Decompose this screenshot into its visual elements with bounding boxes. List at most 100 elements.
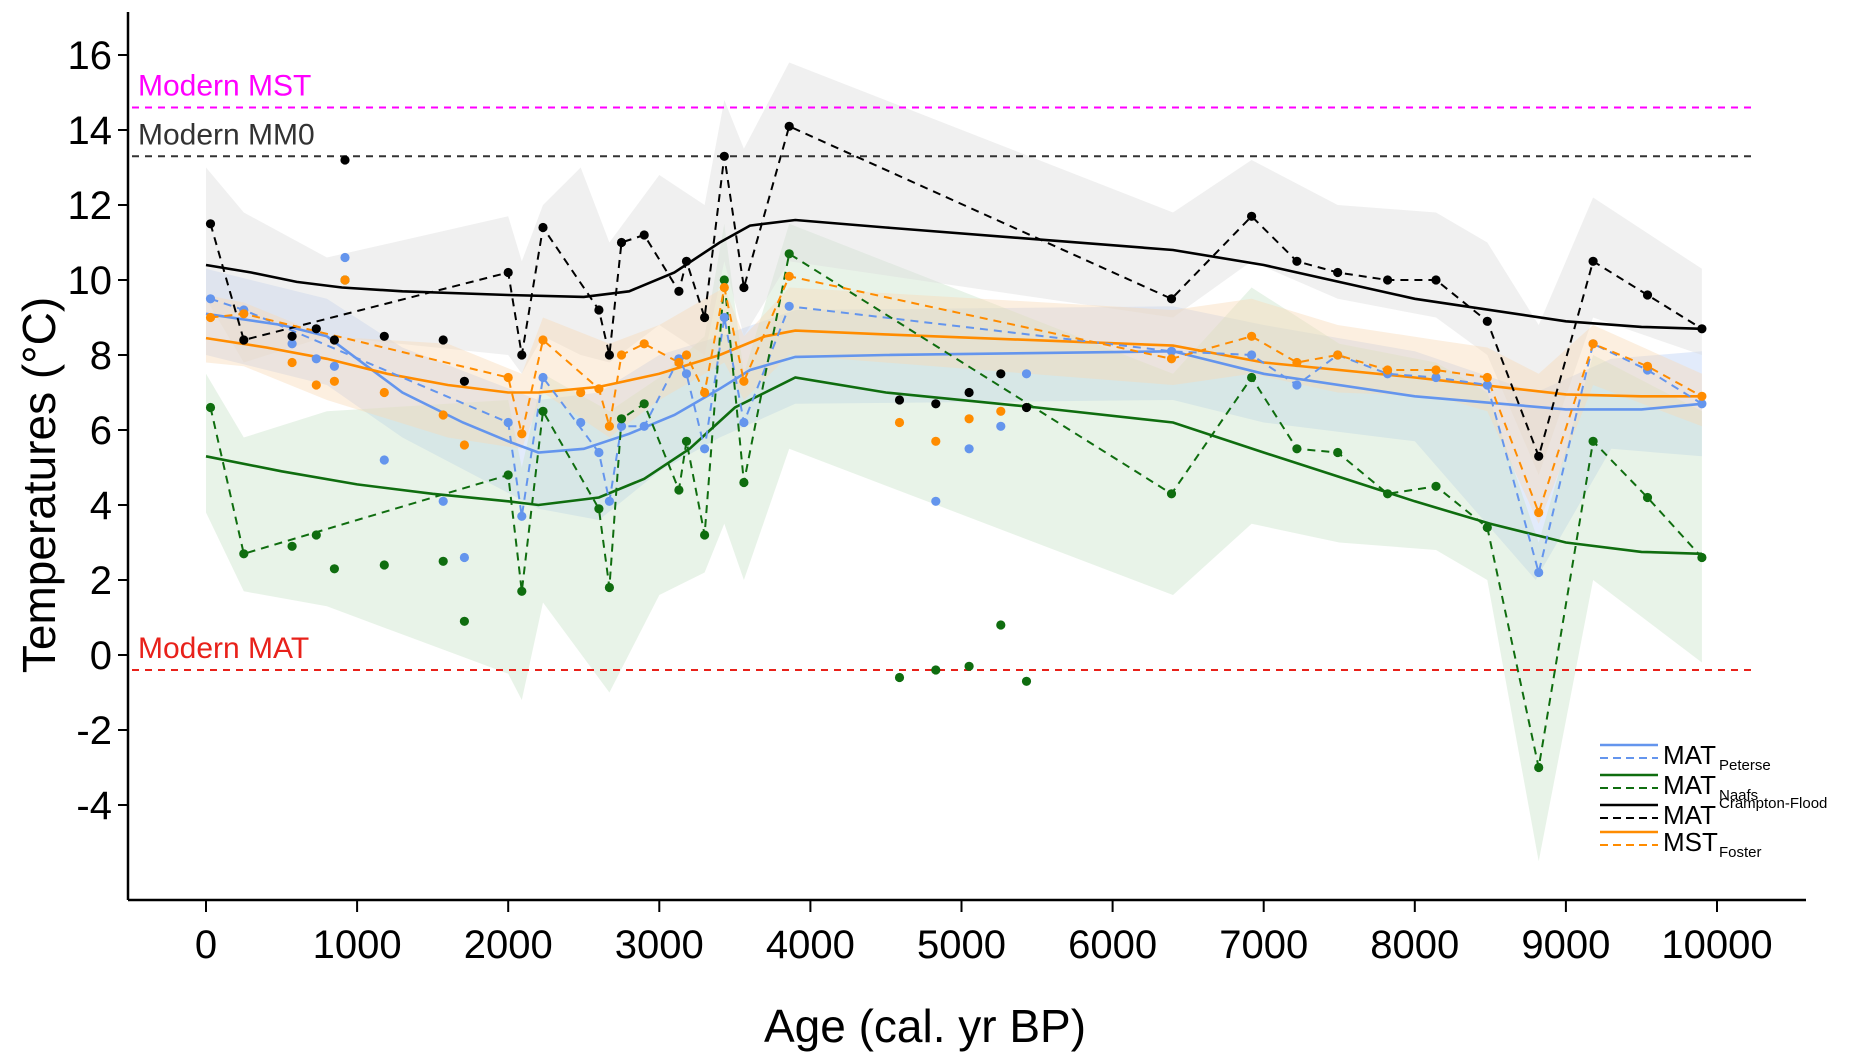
point-peterse: [538, 372, 548, 383]
point-crampton-flood: [311, 324, 321, 334]
point-crampton-flood: [1247, 211, 1257, 221]
point-foster: [996, 406, 1006, 416]
dashed-peterse: [210, 297, 1703, 573]
point-crampton-flood: [594, 305, 604, 315]
point-peterse: [719, 312, 729, 323]
point-naafs: [931, 665, 941, 675]
x-axis-title: Age (cal. yr BP): [764, 1000, 1086, 1052]
point-foster: [700, 387, 710, 398]
point-crampton-flood: [205, 219, 216, 229]
point-peterse: [340, 252, 350, 263]
x-tick-label: 4000: [766, 923, 855, 967]
point-crampton-flood: [996, 369, 1006, 379]
x-tick-label: 2000: [464, 923, 553, 967]
point-naafs: [1431, 481, 1441, 491]
point-foster: [594, 384, 604, 394]
point-naafs: [1588, 436, 1598, 446]
point-foster: [1642, 361, 1653, 371]
point-crampton-flood: [784, 121, 794, 131]
point-peterse: [964, 444, 974, 454]
point-peterse: [639, 421, 649, 431]
point-crampton-flood: [681, 256, 692, 266]
reference-lines: Modern MST Modern MM0 Modern MAT: [132, 70, 1753, 671]
point-crampton-flood: [931, 399, 941, 409]
axes: -4 -2 0 2 4 6 8 10 12 14 16 0 1000 2000 3000 4000 5000 60…: [68, 12, 1806, 967]
point-naafs: [674, 485, 684, 495]
point-naafs: [1383, 489, 1393, 499]
point-foster: [1482, 372, 1492, 383]
point-crampton-flood: [894, 395, 905, 405]
point-peterse: [459, 552, 469, 563]
point-naafs: [438, 556, 448, 566]
legend-label-naafs: MAT: [1663, 770, 1716, 800]
point-peterse: [517, 511, 527, 521]
ref-label-modern-mm0: Modern MM0: [138, 118, 315, 151]
point-naafs: [1642, 492, 1653, 503]
y-tick-label: 0: [90, 634, 112, 678]
point-naafs: [1697, 552, 1707, 563]
point-naafs: [239, 549, 249, 559]
legend-subscript-foster: Foster: [1719, 844, 1762, 861]
point-foster: [1534, 507, 1544, 518]
point-naafs: [1292, 444, 1302, 454]
point-foster: [931, 436, 941, 446]
ref-label-modern-mst: Modern MST: [138, 70, 311, 103]
point-naafs: [1482, 522, 1492, 533]
point-crampton-flood: [379, 331, 389, 341]
point-foster: [604, 421, 615, 431]
point-naafs: [379, 560, 389, 570]
point-foster: [1431, 365, 1441, 375]
y-tick-label: -4: [76, 784, 112, 828]
point-peterse: [1247, 350, 1257, 360]
x-tick-label: 8000: [1370, 923, 1459, 967]
point-crampton-flood: [700, 312, 710, 323]
y-tick-label: 6: [90, 409, 112, 453]
y-tick-label: 14: [68, 109, 113, 153]
legend-subscript-naafs: Naafs: [1719, 787, 1758, 804]
point-crampton-flood: [1292, 256, 1302, 266]
point-crampton-flood: [739, 282, 749, 293]
point-naafs: [681, 436, 692, 446]
y-tick-label: -2: [76, 709, 112, 753]
point-naafs: [1247, 372, 1257, 383]
point-peterse: [784, 301, 794, 311]
point-naafs: [739, 477, 749, 488]
point-naafs: [1021, 676, 1032, 686]
point-peterse: [1534, 567, 1544, 578]
point-crampton-flood: [538, 222, 548, 233]
x-tick-label: 5000: [917, 923, 1006, 967]
point-naafs: [616, 414, 627, 424]
point-naafs: [329, 564, 339, 574]
point-peterse: [616, 421, 627, 431]
legend-subscript-crampton-flood: Crampton-Flood: [1719, 795, 1827, 812]
y-tick-label: 2: [90, 559, 112, 603]
point-peterse: [503, 417, 513, 428]
point-foster: [459, 440, 469, 450]
point-peterse: [1021, 369, 1032, 379]
legend-label-crampton-flood: MAT: [1663, 800, 1716, 830]
band-crampton-flood: [206, 62, 1702, 475]
dashed-naafs: [209, 252, 1703, 768]
point-crampton-flood: [964, 387, 974, 398]
point-foster: [1588, 339, 1598, 349]
point-peterse: [379, 455, 389, 465]
legend-label-peterse: MAT: [1663, 740, 1716, 770]
x-tick-label: 10000: [1661, 923, 1772, 967]
point-peterse: [329, 361, 339, 371]
point-peterse: [287, 339, 297, 349]
trend-crampton-flood: [205, 218, 1702, 331]
x-tick-label: 9000: [1521, 923, 1610, 967]
point-crampton-flood: [340, 155, 350, 165]
point-peterse: [576, 417, 586, 428]
uncertainty-bands: [206, 62, 1702, 862]
point-crampton-flood: [503, 267, 513, 278]
point-foster: [287, 357, 297, 368]
x-tick-label: 0: [195, 923, 217, 967]
y-axis-title: Temperatures (°C): [13, 297, 65, 673]
point-naafs: [503, 470, 513, 480]
point-foster: [205, 312, 216, 323]
point-foster: [576, 387, 586, 398]
band-peterse: [206, 268, 1702, 580]
point-peterse: [1697, 399, 1707, 409]
dashed-foster: [210, 275, 1703, 516]
